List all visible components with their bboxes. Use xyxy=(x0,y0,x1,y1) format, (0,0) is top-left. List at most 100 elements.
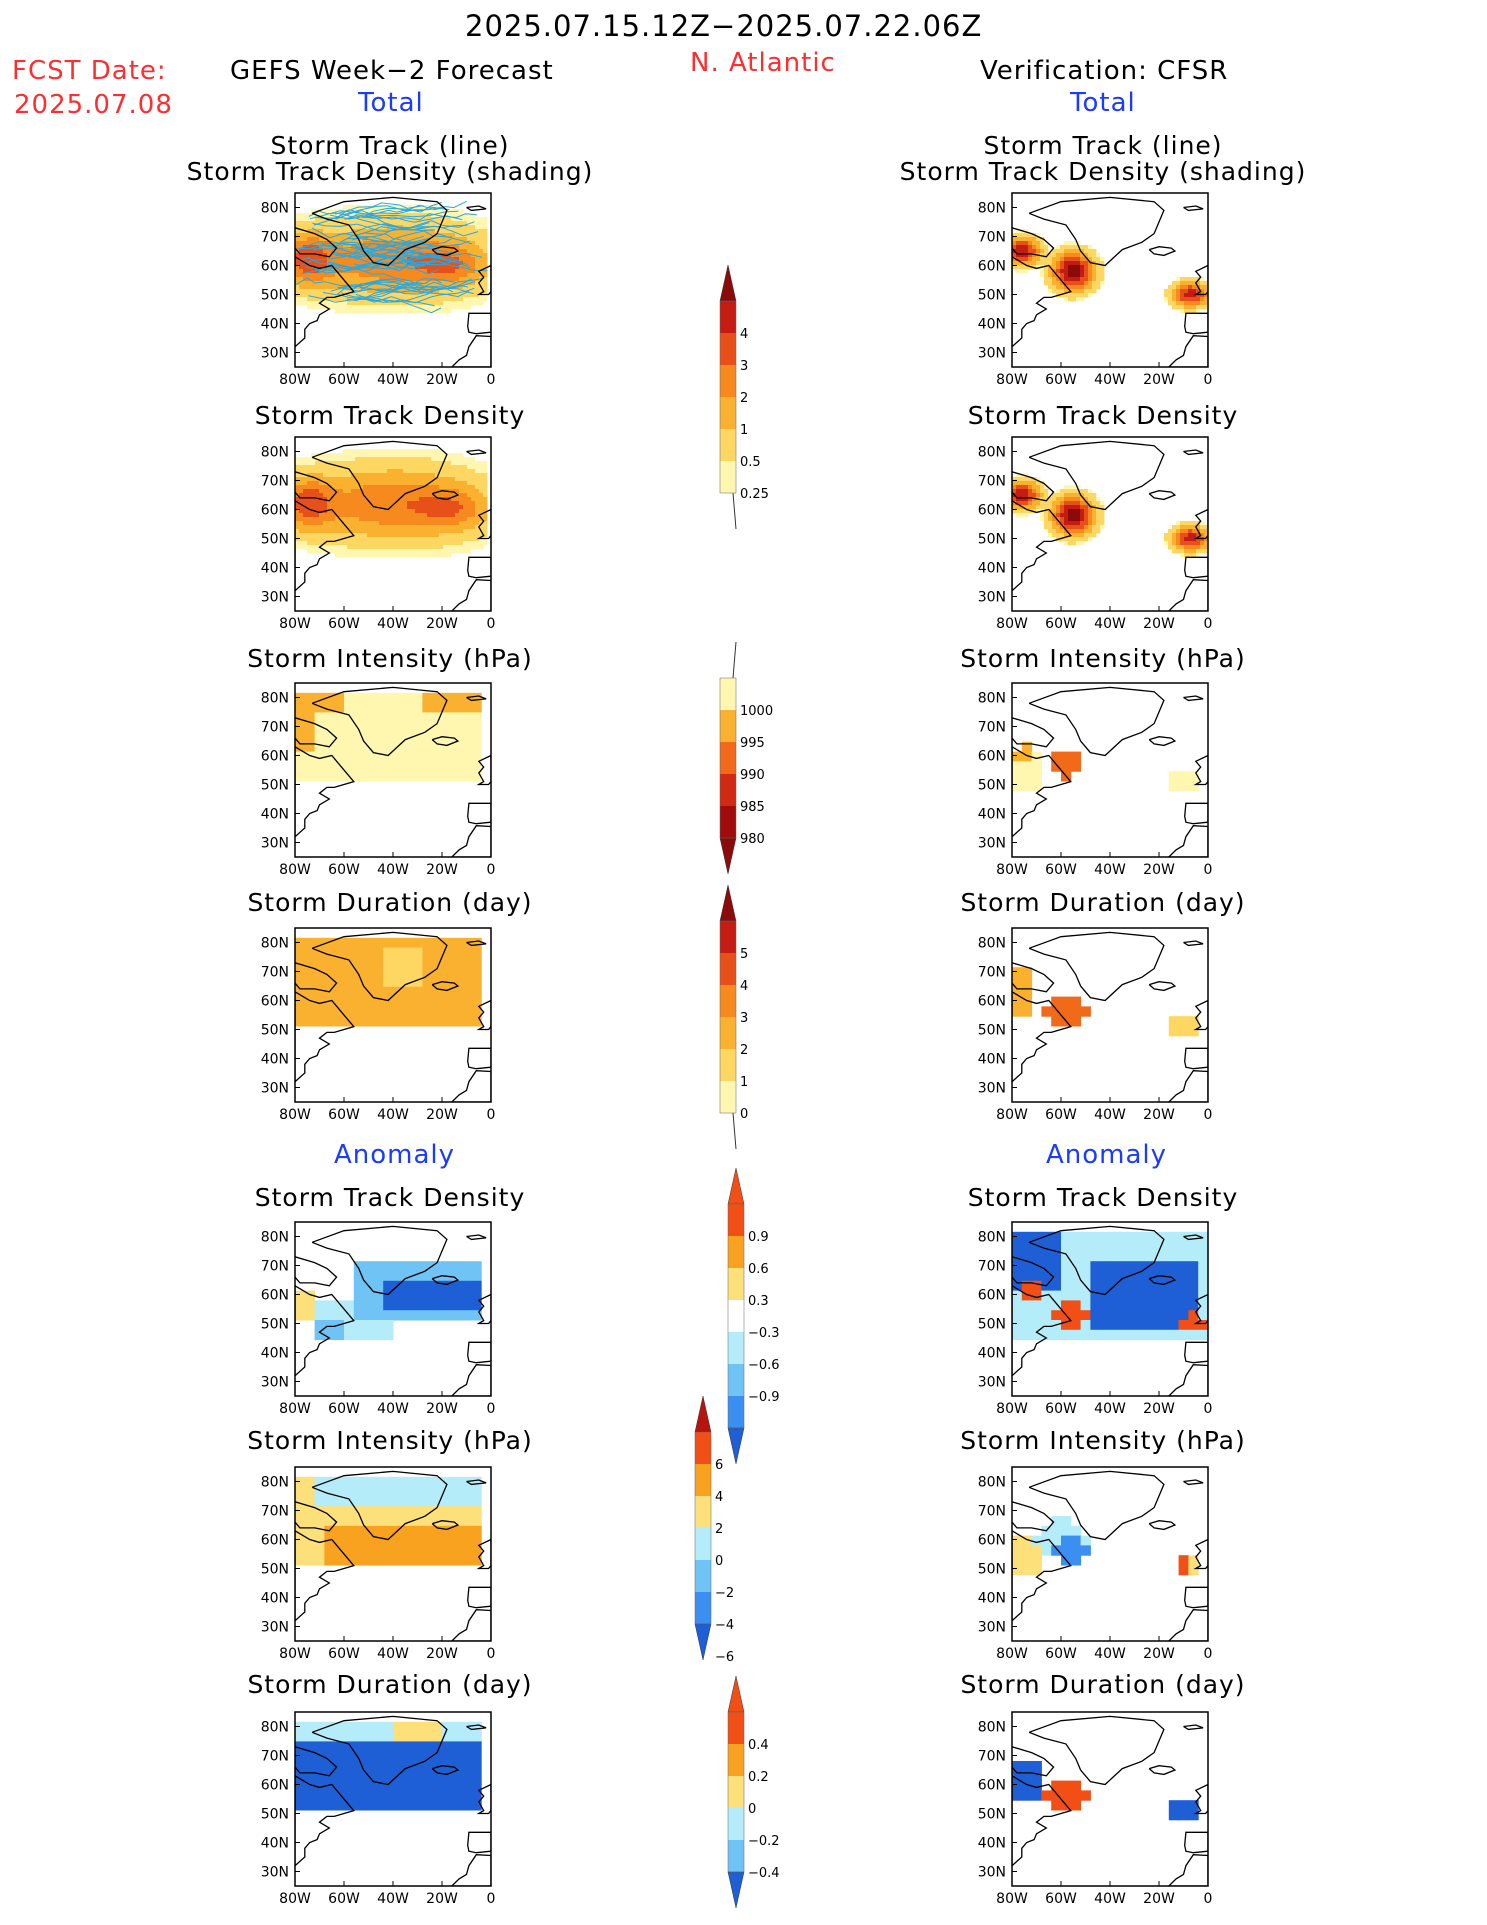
field-cell xyxy=(339,277,344,282)
field-cell xyxy=(407,477,412,482)
field-cell xyxy=(467,469,472,474)
field-cell xyxy=(475,513,480,518)
field-cell xyxy=(443,305,448,310)
field-block xyxy=(1119,1261,1131,1272)
field-cell xyxy=(447,309,452,314)
field-cell xyxy=(423,305,428,310)
lat-tick-label: 60N xyxy=(978,259,1006,275)
field-block xyxy=(363,1741,374,1752)
field-cell xyxy=(359,489,364,494)
field-cell xyxy=(307,497,312,502)
field-cell xyxy=(463,473,468,478)
field-cell xyxy=(1056,245,1061,250)
field-cell xyxy=(355,449,360,454)
field-cell xyxy=(1164,537,1169,542)
field-block xyxy=(324,977,335,988)
field-block xyxy=(353,1555,365,1566)
field-block xyxy=(1070,1271,1082,1282)
field-cell xyxy=(427,301,432,306)
field-cell xyxy=(351,461,356,466)
field-block xyxy=(432,712,443,723)
field-cell xyxy=(1172,545,1177,550)
field-block xyxy=(393,702,404,713)
field-cell xyxy=(371,229,376,234)
field-cell xyxy=(463,521,468,526)
field-block xyxy=(373,1731,384,1742)
field-cell xyxy=(391,541,396,546)
field-cell xyxy=(1088,537,1093,542)
field-cell xyxy=(459,269,464,274)
field-block xyxy=(422,751,433,762)
field-cell xyxy=(463,529,468,534)
field-cell xyxy=(483,281,488,286)
lon-tick-label: 0 xyxy=(487,1646,496,1662)
field-cell xyxy=(367,545,372,550)
field-cell xyxy=(435,453,440,458)
field-block xyxy=(1061,751,1072,762)
field-block xyxy=(1070,1280,1082,1292)
coastline-7 xyxy=(1183,449,1204,456)
field-cell xyxy=(467,237,472,242)
coastline-7 xyxy=(1183,1724,1204,1731)
field-block xyxy=(461,1761,472,1772)
field-cell xyxy=(1024,473,1029,478)
field-block xyxy=(363,937,374,949)
field-block xyxy=(1041,1329,1052,1341)
field-block xyxy=(461,1545,472,1556)
field-cell xyxy=(479,497,484,502)
field-cell xyxy=(451,541,456,546)
field-cell xyxy=(315,305,320,310)
field-cell xyxy=(383,465,388,470)
field-cell xyxy=(459,297,464,302)
field-cell xyxy=(1076,253,1081,258)
field-cell xyxy=(419,513,424,518)
field-cell xyxy=(367,241,372,246)
coastline-0 xyxy=(311,440,448,511)
field-cell xyxy=(347,517,352,522)
field-block xyxy=(393,771,404,782)
field-cell xyxy=(387,469,392,474)
field-cell xyxy=(415,549,420,554)
intensity-colorbar-label: 995 xyxy=(740,736,765,751)
duration-colorbar-label: 0 xyxy=(740,1107,748,1122)
field-cell xyxy=(371,537,376,542)
field-block xyxy=(304,1751,316,1762)
fcst-date-value: 2025.07.08 xyxy=(14,90,173,120)
field-cell xyxy=(1012,253,1017,258)
field-cell xyxy=(1064,261,1069,266)
field-block xyxy=(373,1741,384,1752)
field-cell xyxy=(351,453,356,458)
duration-colorbar-label: 2 xyxy=(740,1043,748,1058)
field-cell xyxy=(319,529,324,534)
field-cell xyxy=(351,241,356,246)
field-cell xyxy=(1092,533,1097,538)
field-cell xyxy=(427,281,432,286)
field-cell xyxy=(1080,297,1085,302)
field-block xyxy=(432,1751,443,1762)
field-block xyxy=(393,1555,404,1566)
field-cell xyxy=(343,525,348,530)
field-cell xyxy=(299,541,304,546)
field-cell xyxy=(299,537,304,542)
field-cell xyxy=(303,297,308,302)
field-cell xyxy=(1084,249,1089,254)
field-cell xyxy=(355,457,360,462)
field-cell xyxy=(399,473,404,478)
field-cell xyxy=(335,285,340,290)
field-cell xyxy=(415,241,420,246)
field-cell xyxy=(299,489,304,494)
field-cell xyxy=(1044,277,1049,282)
density-colorbar-label: 3 xyxy=(740,359,748,374)
field-cell xyxy=(427,537,432,542)
field-cell xyxy=(315,301,320,306)
field-cell xyxy=(431,273,436,278)
field-cell xyxy=(335,245,340,250)
field-cell xyxy=(1080,517,1085,522)
field-block xyxy=(324,761,335,772)
field-cell xyxy=(299,301,304,306)
field-cell xyxy=(463,525,468,530)
field-cell xyxy=(1036,261,1041,266)
field-block xyxy=(353,1320,365,1331)
field-cell xyxy=(315,517,320,522)
field-block xyxy=(1168,1329,1180,1341)
